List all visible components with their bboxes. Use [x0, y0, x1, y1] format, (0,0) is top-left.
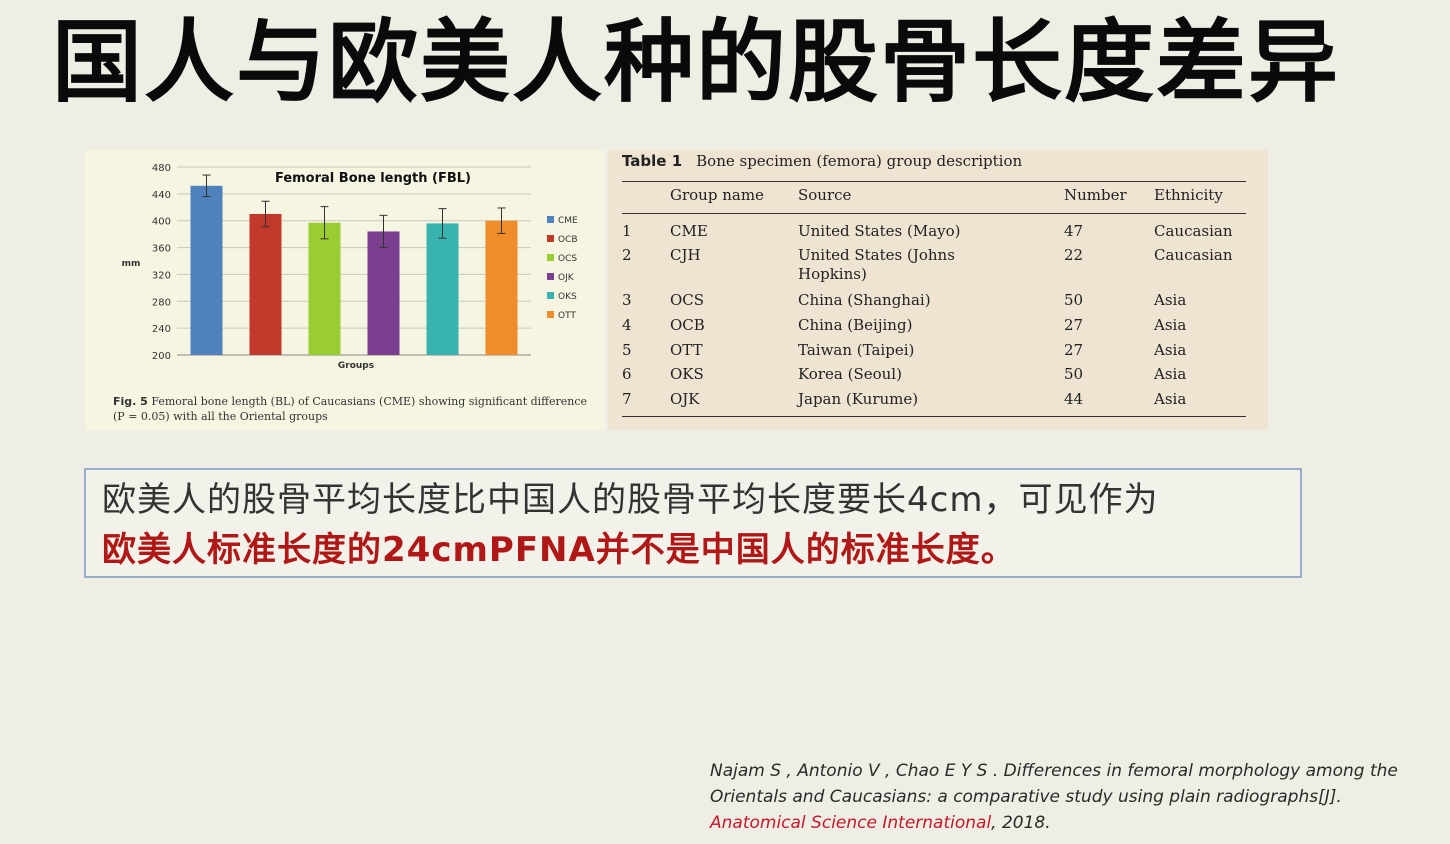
table-cell-ethnicity: Caucasian	[1154, 246, 1233, 264]
chart-legend-label: OKS	[558, 292, 577, 302]
table-cell-source: United States (Mayo)	[798, 222, 961, 240]
chart-y-tick-label: 360	[152, 244, 171, 255]
table-cell-ethnicity: Asia	[1154, 341, 1187, 359]
chart-legend-label: OCS	[558, 254, 577, 264]
figure-panel: 480 440 400 360 320 280 240 200 Femoral Bone len…	[85, 150, 605, 430]
table-cell-group-name: OTT	[670, 341, 703, 359]
table-cell-group-name: CJH	[670, 246, 701, 264]
chart-legend-swatch	[547, 292, 554, 299]
table-cell-row-index: 2	[622, 246, 632, 264]
table-header-ethnicity: Ethnicity	[1154, 186, 1223, 204]
table-cell-ethnicity: Asia	[1154, 316, 1187, 334]
chart-y-tick-label: 280	[152, 297, 171, 308]
table-cell-ethnicity: Asia	[1154, 365, 1187, 383]
table-cell-row-index: 6	[622, 365, 632, 383]
table-cell-number: 27	[1064, 316, 1084, 334]
chart-bar-ocs	[308, 222, 341, 355]
table-cell-source: United States (Johns Hopkins)	[798, 246, 955, 283]
chart-x-axis-label: Groups	[338, 361, 374, 371]
chart-legend-swatch	[547, 235, 554, 242]
chart-y-tick-label: 440	[152, 190, 171, 201]
chart-bar-ojk	[367, 231, 400, 355]
slide-title: 国人与欧美人种的股骨长度差异	[52, 10, 1340, 115]
table-cell-number: 50	[1064, 291, 1084, 309]
figure-caption: Fig. 5 Femoral bone length (BL) of Cauca…	[113, 394, 593, 424]
chart-legend-label: OJK	[558, 273, 575, 283]
chart-y-tick-label: 400	[152, 217, 171, 228]
table-header-number: Number	[1064, 186, 1127, 204]
chart-legend-swatch	[547, 311, 554, 318]
table-cell-group-name: OCB	[670, 316, 705, 334]
note-line-1: 欧美人的股骨平均长度比中国人的股骨平均长度要长4cm，可见作为	[102, 480, 1159, 520]
table-header-source: Source	[798, 186, 852, 204]
chart-legend-label: CME	[558, 216, 578, 226]
table-cell-source: China (Beijing)	[798, 316, 913, 334]
table-cell-number: 27	[1064, 341, 1084, 359]
figure-caption-text: Femoral bone length (BL) of Caucasians (…	[113, 395, 588, 423]
chart-legend-swatch	[547, 273, 554, 280]
table-label: Table 1	[622, 152, 683, 170]
chart-legend-label: OCB	[558, 235, 578, 245]
table-cell-group-name: OJK	[670, 390, 700, 408]
table-cell-group-name: CME	[670, 222, 708, 240]
chart-bar-oks	[426, 223, 459, 355]
table-header-group: Group name	[670, 186, 764, 204]
chart-legend-swatch	[547, 254, 554, 261]
reference-journal: Anatomical Science International	[710, 813, 992, 833]
chart-bar-ott	[485, 220, 518, 355]
table-cell-source: Japan (Kurume)	[798, 390, 919, 408]
chart-bar-cme	[190, 185, 223, 355]
reference-year: , 2018.	[991, 813, 1051, 833]
table-cell-row-index: 7	[622, 390, 632, 408]
table-cell-ethnicity: Caucasian	[1154, 222, 1233, 240]
chart-y-tick-label: 320	[152, 270, 171, 281]
table-cell-number: 44	[1064, 390, 1084, 408]
note-box: 欧美人的股骨平均长度比中国人的股骨平均长度要长4cm，可见作为 欧美人标准长度的…	[84, 468, 1302, 578]
chart-title: Femoral Bone length (FBL)	[275, 171, 471, 186]
chart-y-tick-label: 240	[152, 324, 171, 335]
chart-y-axis-label: mm	[122, 259, 141, 269]
table-cell-row-index: 4	[622, 316, 632, 334]
reference-citation: Najam S , Antonio V , Chao E Y S . Diffe…	[710, 758, 1430, 836]
chart-legend-swatch	[547, 216, 554, 223]
table-cell-row-index: 3	[622, 291, 632, 309]
table-header-rule	[622, 213, 1246, 214]
table-cell-row-index: 1	[622, 222, 632, 240]
table-cell-number: 22	[1064, 246, 1084, 264]
chart-bar-ocb	[249, 214, 282, 355]
table-cell-number: 47	[1064, 222, 1084, 240]
table-cell-source: Korea (Seoul)	[798, 365, 902, 383]
bar-chart: 480 440 400 360 320 280 240 200 Femoral Bone len…	[122, 163, 578, 371]
table-bottom-rule	[622, 416, 1246, 417]
table-cell-source: Taiwan (Taipei)	[798, 341, 915, 359]
table-caption: Bone specimen (femora) group description	[696, 152, 1023, 170]
table-cell-ethnicity: Asia	[1154, 291, 1187, 309]
chart-legend-label: OTT	[558, 311, 576, 321]
table-cell-group-name: OCS	[670, 291, 705, 309]
figure-caption-label: Fig. 5	[113, 395, 148, 408]
table-top-rule	[622, 181, 1246, 182]
table-panel: Table 1 Bone specimen (femora) group desc…	[608, 150, 1268, 430]
table-cell-group-name: OKS	[670, 365, 704, 383]
reference-authors-title: Najam S , Antonio V , Chao E Y S . Diffe…	[710, 761, 1398, 807]
table-title: Table 1 Bone specimen (femora) group desc…	[622, 152, 1022, 170]
table-cell-row-index: 5	[622, 341, 632, 359]
table-cell-number: 50	[1064, 365, 1084, 383]
chart-y-tick-label: 480	[152, 163, 171, 174]
note-line-2: 欧美人标准长度的24cmPFNA并不是中国人的标准长度。	[102, 530, 1016, 570]
table-cell-ethnicity: Asia	[1154, 390, 1187, 408]
chart-y-tick-label: 200	[152, 351, 171, 362]
table-cell-source: China (Shanghai)	[798, 291, 931, 309]
